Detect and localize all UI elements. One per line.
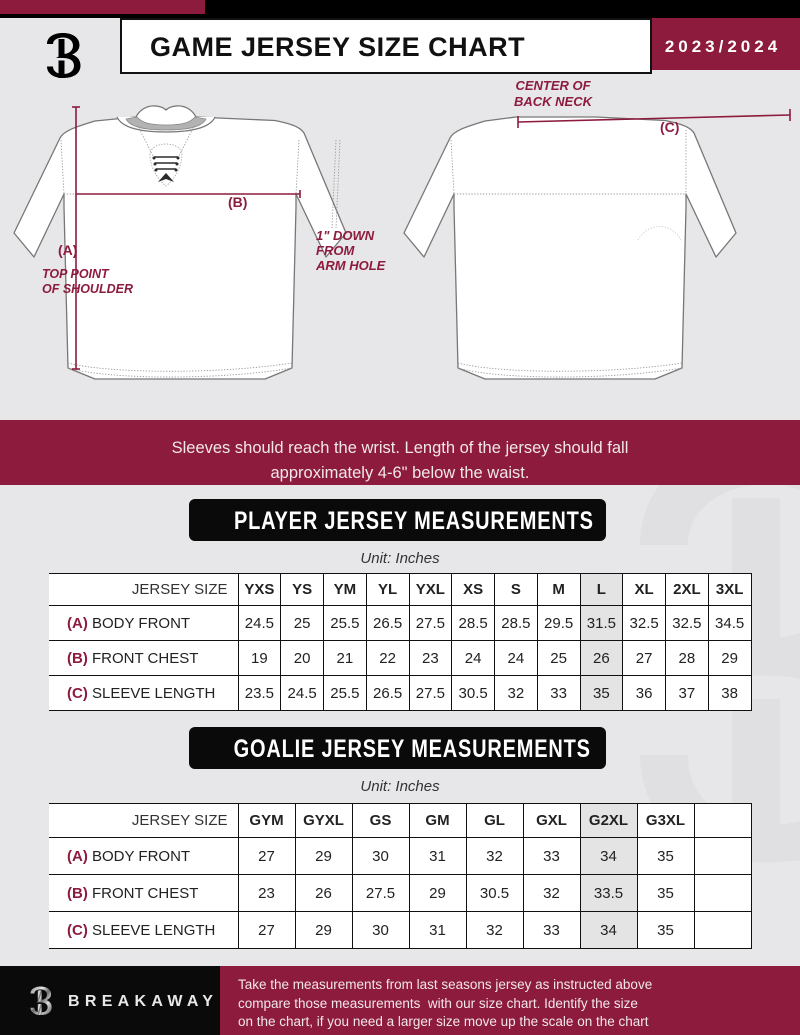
- svg-text:(C): (C): [660, 119, 679, 135]
